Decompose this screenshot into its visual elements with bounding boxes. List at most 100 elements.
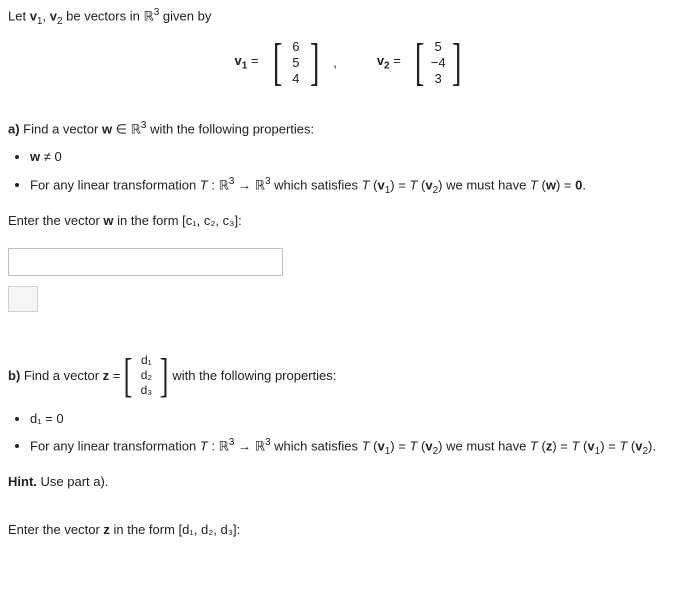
v2-column: [ 5 −4 3 ] (411, 37, 466, 89)
part-b-label: b) (8, 368, 20, 383)
right-bracket: ] (160, 352, 169, 400)
text: Enter the vector (8, 213, 103, 228)
v1-sym: v (30, 8, 37, 23)
d-entry: d₁ (138, 353, 154, 368)
property-item: d₁ = 0 (30, 410, 692, 428)
enter-z-line: Enter the vector z in the form [d₁, d₂, … (8, 521, 692, 539)
vector-definitions: v1 = [ 6 5 4 ] , v2 = [ 5 −4 (8, 37, 692, 89)
submit-button-a[interactable] (8, 286, 38, 312)
form-text: [d₁, d₂, d₃] (179, 522, 237, 537)
text: : (208, 177, 219, 192)
v2-label: v2 = (377, 52, 401, 74)
part-b-properties: d₁ = 0 For any linear transformation T :… (8, 410, 692, 459)
text: given by (159, 8, 211, 23)
enter-w-line: Enter the vector w in the form [c₁, c₂, … (8, 212, 692, 230)
elem-sym: ∈ (112, 121, 131, 136)
text: in the form (110, 522, 179, 537)
T-sym: T (530, 177, 538, 192)
rset: ℝ (255, 438, 265, 453)
T-sym: T (200, 438, 208, 453)
v-sym: v (587, 438, 594, 453)
v2-entry: 5 (430, 39, 446, 55)
part-b-prompt: b) Find a vector z = [ d₁ d₂ d₃ ] with t… (8, 352, 692, 400)
text: be vectors in (63, 8, 144, 23)
text: which satisfies (271, 438, 362, 453)
v1-label: v1 = (235, 52, 259, 74)
text: = (109, 368, 120, 383)
rset: ℝ (143, 8, 153, 23)
text: = (390, 53, 401, 68)
d-entry: d₃ (138, 383, 154, 398)
v1-entry: 6 (288, 39, 304, 55)
text: = (247, 53, 258, 68)
w-sym: w (30, 149, 40, 164)
v-sym: v (425, 177, 432, 192)
vector-sep: , (333, 54, 337, 72)
rset: ℝ (219, 177, 229, 192)
w-sym: w (102, 121, 112, 136)
property-item: For any linear transformation T : ℝ3 → ℝ… (30, 436, 692, 459)
T-sym: T (200, 177, 208, 192)
rset: ℝ (131, 121, 141, 136)
T-sym: T (530, 438, 538, 453)
v-sym: v (378, 177, 385, 192)
right-bracket: ] (452, 37, 462, 89)
part-a-label: a) (8, 121, 20, 136)
hint-line: Hint. Use part a). (8, 473, 692, 491)
text: . (582, 177, 586, 192)
w-sym: w (103, 213, 113, 228)
text: d₁ = 0 (30, 411, 64, 426)
text: ) we must have (438, 177, 530, 192)
text: ( (370, 177, 378, 192)
text: Let (8, 8, 30, 23)
property-item: For any linear transformation T : ℝ3 → ℝ… (30, 175, 692, 198)
d-entry: d₂ (138, 368, 154, 383)
text: ). (648, 438, 656, 453)
answer-input-w[interactable] (8, 248, 283, 276)
v-sym: v (378, 438, 385, 453)
text: in the form (114, 213, 183, 228)
text: : (238, 213, 242, 228)
v2-entry: 3 (430, 71, 446, 87)
text: ) = (552, 438, 571, 453)
arrow: → (234, 177, 254, 192)
part-a-properties: w ≠ 0 For any linear transformation T : … (8, 148, 692, 197)
zero-sym: 0 (572, 177, 583, 192)
text: v (377, 53, 384, 68)
text: Find a vector (20, 368, 102, 383)
T-sym: T (362, 177, 370, 192)
rset: ℝ (219, 438, 229, 453)
text: Find a vector (20, 121, 102, 136)
form-text: [c₁, c₂, c₃] (182, 213, 238, 228)
v1-entry: 5 (288, 55, 304, 71)
right-bracket: ] (310, 37, 320, 89)
text: Enter the vector (8, 522, 103, 537)
text: : (208, 438, 219, 453)
text: v (235, 53, 242, 68)
text: ) we must have (438, 438, 530, 453)
part-a-prompt: a) Find a vector w ∈ ℝ3 with the followi… (8, 119, 692, 139)
w-sym: w (546, 177, 556, 192)
text: ) = (600, 438, 619, 453)
text: ( (538, 177, 546, 192)
text: ) = (390, 177, 409, 192)
T-sym: T (362, 438, 370, 453)
hint-label: Hint. (8, 474, 37, 489)
v2-entry: −4 (430, 55, 446, 71)
text: For any linear transformation (30, 177, 200, 192)
v1-entry: 4 (288, 71, 304, 87)
hint-text: Use part a). (37, 474, 109, 489)
v1-column: [ 6 5 4 ] (269, 37, 324, 89)
problem-page: Let v1, v2 be vectors in ℝ3 given by v1 … (0, 0, 700, 559)
text: : (237, 522, 241, 537)
text: ) = (556, 177, 572, 192)
text: which satisfies (271, 177, 362, 192)
v2-sym: v (50, 8, 57, 23)
z-column: [ d₁ d₂ d₃ ] (120, 352, 172, 400)
property-item: w ≠ 0 (30, 148, 692, 166)
text: ) = (390, 438, 409, 453)
text: For any linear transformation (30, 438, 200, 453)
v-sym: v (425, 438, 432, 453)
left-bracket: [ (272, 37, 282, 89)
text: with the following properties: (146, 121, 314, 136)
